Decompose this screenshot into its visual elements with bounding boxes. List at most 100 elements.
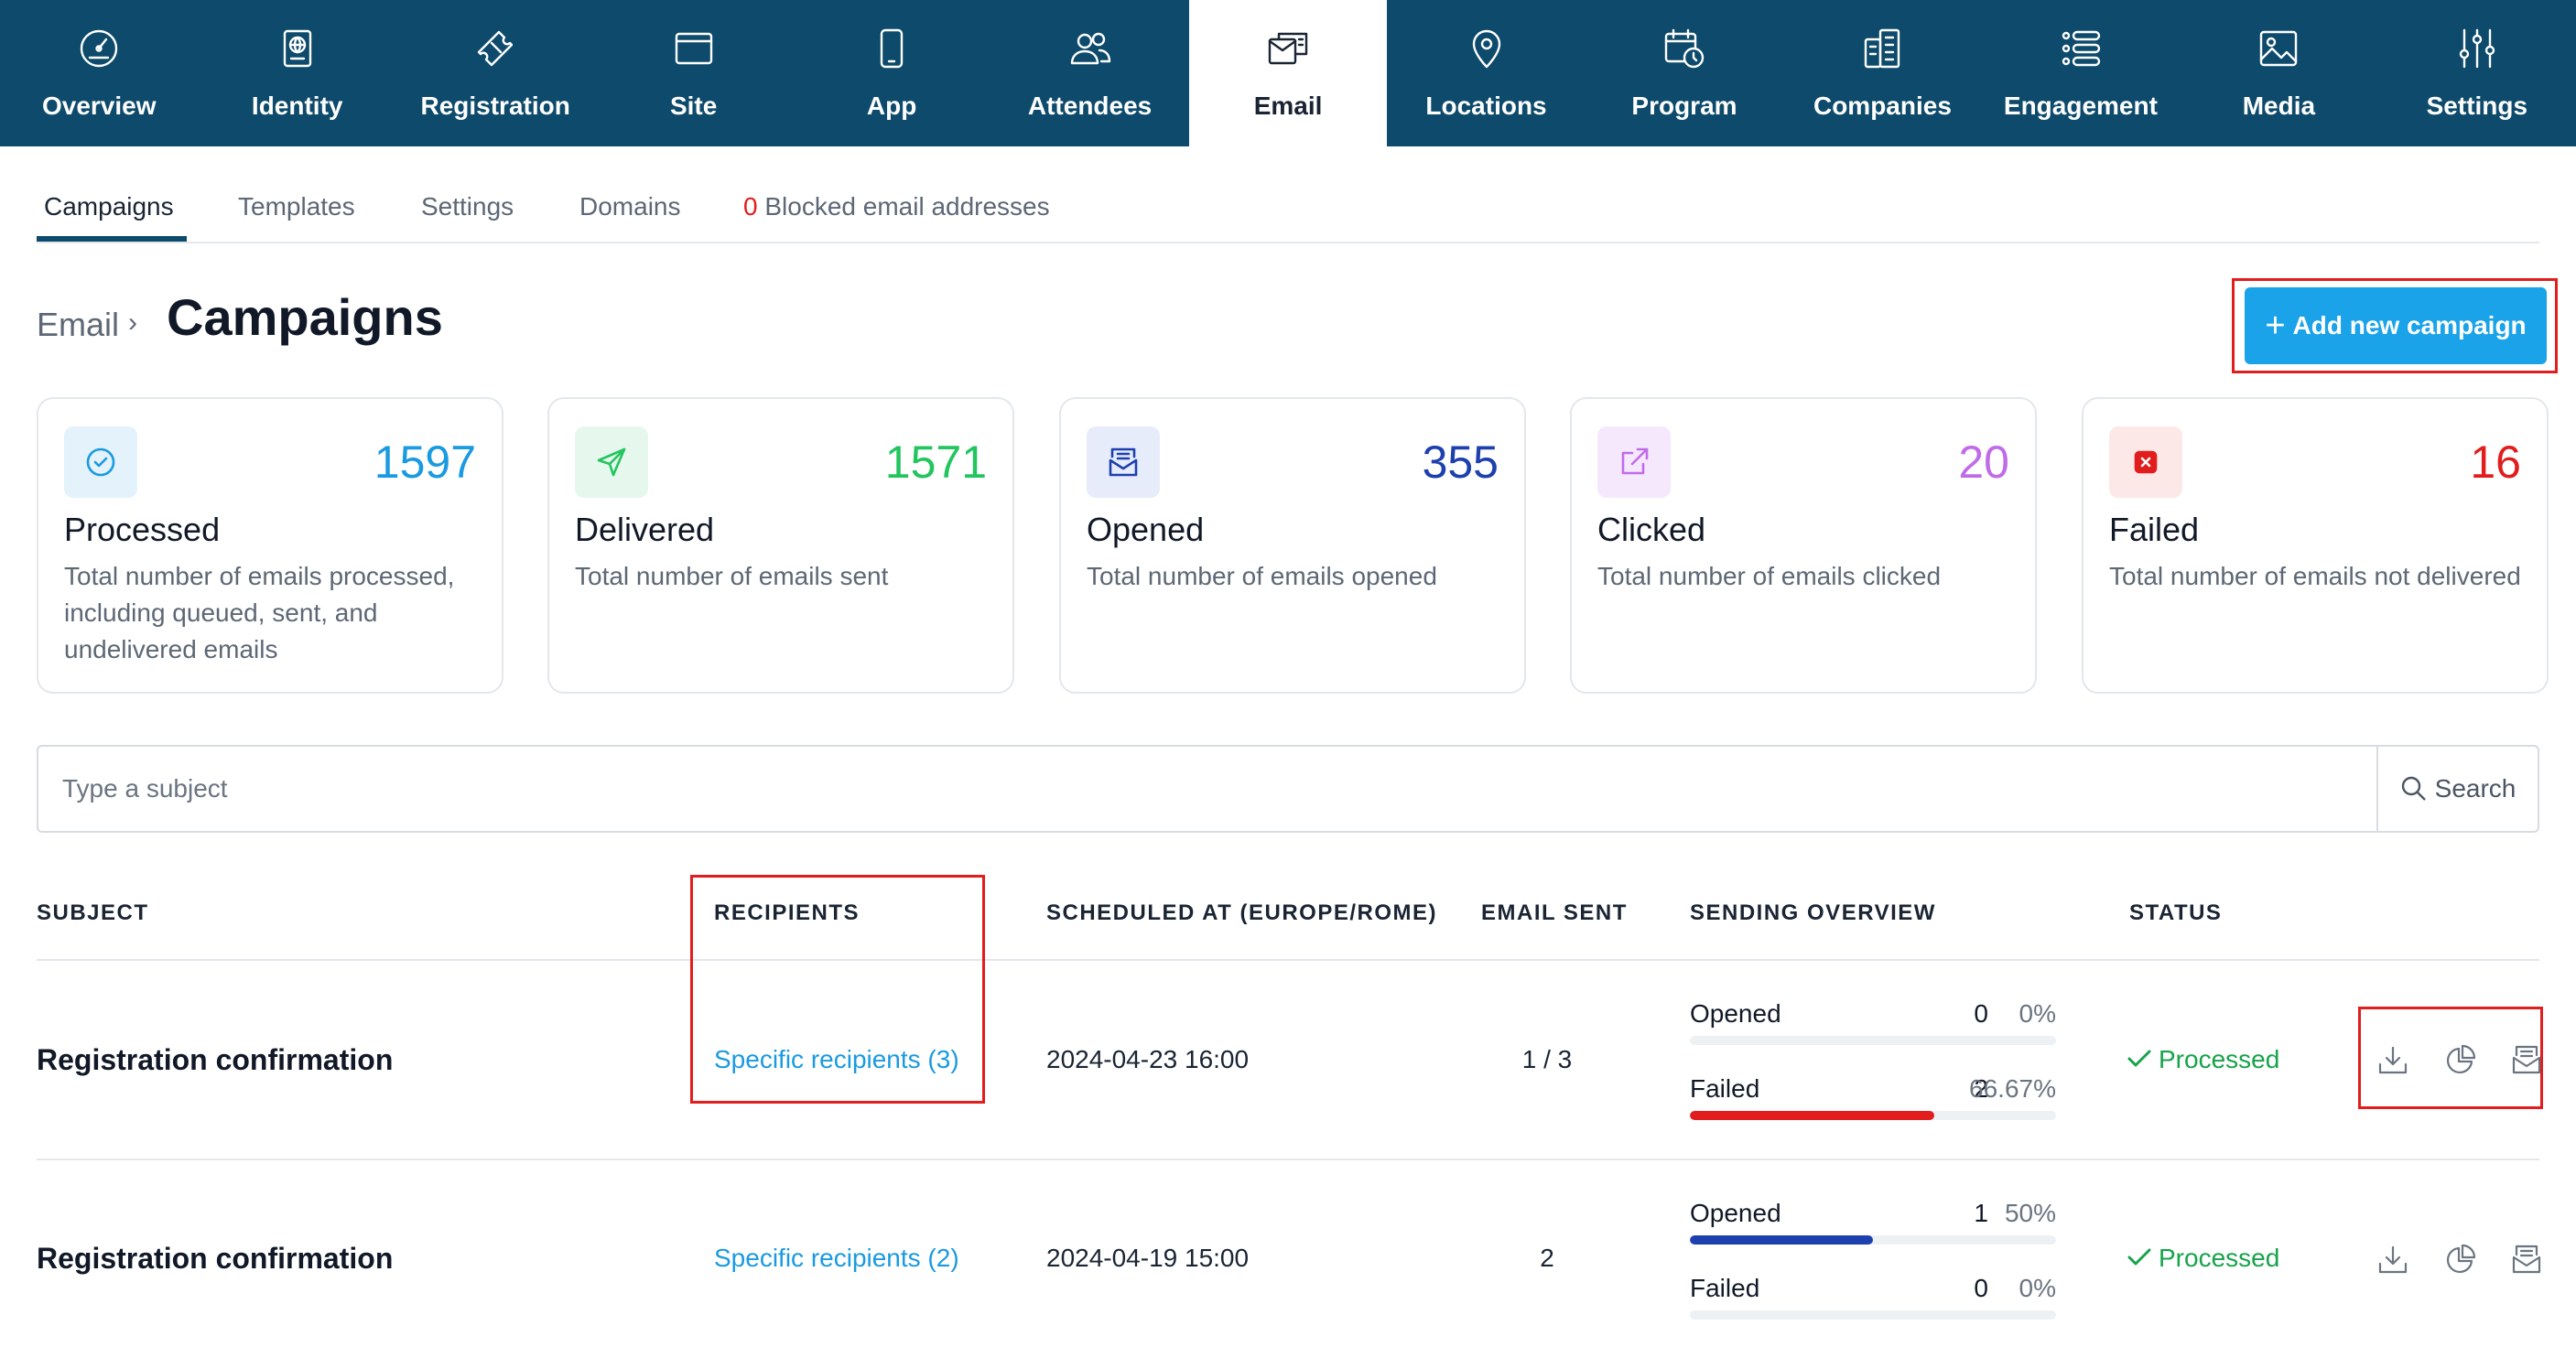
search-button-label: Search xyxy=(2434,774,2516,803)
stat-card-clicked: 20 Clicked Total number of emails clicke… xyxy=(1570,397,2037,694)
opened-label: Opened xyxy=(1690,999,1781,1028)
search-button[interactable]: Search xyxy=(2376,747,2538,831)
nav-item-email[interactable]: Email xyxy=(1188,0,1388,146)
ticket-icon xyxy=(472,26,518,71)
buildings-icon xyxy=(1859,26,1905,71)
stat-title: Opened xyxy=(1087,511,1205,548)
blocked-label: Blocked email addresses xyxy=(764,192,1050,221)
failed-label: Failed xyxy=(1690,1074,1760,1103)
stat-value: 1597 xyxy=(373,436,476,488)
inbox-icon xyxy=(1087,426,1160,498)
nav-label: Registration xyxy=(420,92,570,120)
users-icon xyxy=(1067,26,1113,71)
opened-count: 0 xyxy=(1974,999,1988,1028)
scheduled-at: 2024-04-19 15:00 xyxy=(1046,1244,1250,1272)
highlight-box-recipients xyxy=(690,875,985,1104)
browser-window-icon xyxy=(671,26,717,71)
overview-failed: Failed 0 0% xyxy=(1690,1274,2056,1310)
stat-description: Total number of emails not delivered xyxy=(2109,562,2521,590)
smartphone-icon xyxy=(869,26,915,71)
failed-percent: 0% xyxy=(2019,1274,2056,1302)
search-icon xyxy=(2401,776,2426,801)
campaign-subject[interactable]: Registration confirmation xyxy=(37,1242,394,1275)
column-header-recipients: RECIPIENTS xyxy=(714,900,860,925)
nav-label: Site xyxy=(669,92,718,120)
nav-item-program[interactable]: Program xyxy=(1586,0,1783,146)
nav-label: Attendees xyxy=(1027,92,1153,120)
sending-overview: Opened 0 0% Failed 2 66.67% xyxy=(1690,999,2056,1120)
search-bar: Search xyxy=(37,745,2539,833)
pie-chart-icon xyxy=(2447,1044,2476,1073)
nav-item-media[interactable]: Media xyxy=(2180,0,2377,146)
tab-templates[interactable]: Templates xyxy=(238,192,355,221)
campaign-subject[interactable]: Registration confirmation xyxy=(37,1043,394,1076)
stat-value: 1571 xyxy=(884,436,987,488)
stat-value: 20 xyxy=(1958,436,2009,488)
column-header-email-sent: EMAIL SENT xyxy=(1481,900,1628,925)
overview-opened: Opened 0 0% xyxy=(1690,999,2056,1036)
highlight-box-actions xyxy=(2358,1007,2543,1109)
nav-item-settings[interactable]: Settings xyxy=(2378,0,2576,146)
nav-item-app[interactable]: App xyxy=(793,0,990,146)
add-new-campaign-button[interactable]: + Add new campaign xyxy=(2245,287,2547,364)
nav-label: Companies xyxy=(1813,92,1952,120)
recipients-link[interactable]: Specific recipients (2) xyxy=(714,1244,959,1272)
breadcrumb-email[interactable]: Email xyxy=(37,306,120,343)
download-button[interactable] xyxy=(2373,1239,2413,1279)
engagement-list-icon xyxy=(2058,26,2104,71)
statistics-button[interactable] xyxy=(2441,1040,2481,1080)
nav-item-companies[interactable]: Companies xyxy=(1783,0,1981,146)
opened-progress-bar xyxy=(1690,1235,2056,1245)
nav-item-overview[interactable]: Overview xyxy=(0,0,198,146)
check-icon xyxy=(2127,1248,2151,1266)
overview-failed: Failed 2 66.67% xyxy=(1690,1074,2056,1111)
nav-item-site[interactable]: Site xyxy=(594,0,792,146)
tab-settings[interactable]: Settings xyxy=(421,192,514,221)
failed-progress-fill xyxy=(1690,1111,1934,1120)
stat-card-opened: 355 Opened Total number of emails opened xyxy=(1059,397,1526,694)
opened-count: 1 xyxy=(1974,1199,1988,1227)
stat-card-processed: 1597 Processed Total number of emails pr… xyxy=(37,397,503,694)
tab-campaigns[interactable]: Campaigns xyxy=(44,192,174,221)
nav-label: Locations xyxy=(1425,92,1547,120)
nav-item-locations[interactable]: Locations xyxy=(1387,0,1585,146)
nav-item-registration[interactable]: Registration xyxy=(396,0,594,146)
check-circle-icon xyxy=(64,426,137,498)
tab-domains[interactable]: Domains xyxy=(579,192,681,221)
stat-card-failed: 16 Failed Total number of emails not del… xyxy=(2082,397,2549,694)
sending-overview: Opened 1 50% Failed 0 0% xyxy=(1690,1199,2056,1320)
send-icon xyxy=(575,426,648,498)
nav-item-engagement[interactable]: Engagement xyxy=(1982,0,2180,146)
opened-progress-bar xyxy=(1690,1036,2056,1045)
download-icon xyxy=(2378,1245,2408,1274)
preview-email-button[interactable] xyxy=(2506,1239,2547,1279)
add-new-campaign-label: Add new campaign xyxy=(2292,311,2527,340)
nav-item-identity[interactable]: Identity xyxy=(198,0,395,146)
subject-search-input[interactable] xyxy=(38,747,2376,831)
stat-title: Processed xyxy=(64,511,221,548)
failed-label: Failed xyxy=(1690,1274,1760,1302)
email-subtabs: Campaigns Templates Settings Domains 0 B… xyxy=(37,179,2539,243)
nav-label: Overview xyxy=(41,92,157,120)
opened-progress-fill xyxy=(1690,1235,1873,1245)
nav-label: Engagement xyxy=(2003,92,2158,120)
dashboard-gauge-icon xyxy=(76,26,122,71)
recipients-link[interactable]: Specific recipients (3) xyxy=(714,1045,959,1073)
page-title: Campaigns xyxy=(167,288,443,346)
nav-label: App xyxy=(866,92,917,120)
statistics-button[interactable] xyxy=(2441,1239,2481,1279)
stat-value: 16 xyxy=(2470,436,2521,488)
download-button[interactable] xyxy=(2373,1040,2413,1080)
x-square-icon xyxy=(2109,426,2182,498)
stat-value: 355 xyxy=(1422,436,1499,488)
passport-icon xyxy=(275,26,320,71)
status-badge: Processed xyxy=(2127,1244,2279,1273)
blocked-count: 0 xyxy=(743,192,758,221)
inbox-archive-icon xyxy=(2512,1245,2541,1274)
tab-blocked-emails[interactable]: 0 Blocked email addresses xyxy=(743,192,1050,221)
preview-email-button[interactable] xyxy=(2506,1040,2547,1080)
download-icon xyxy=(2378,1046,2408,1074)
row-divider xyxy=(37,1159,2539,1160)
nav-item-attendees[interactable]: Attendees xyxy=(990,0,1188,146)
row-actions xyxy=(2364,1040,2547,1085)
